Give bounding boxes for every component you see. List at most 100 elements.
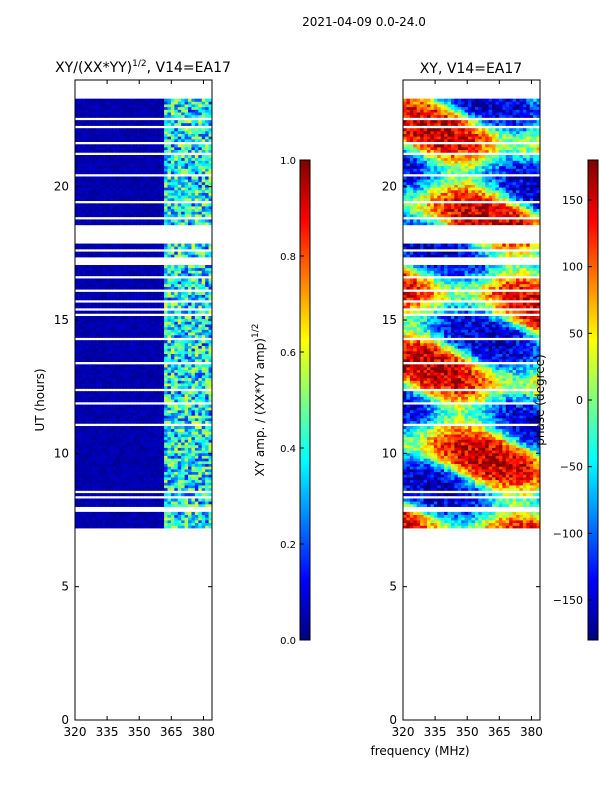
heatmap-cell xyxy=(201,415,206,419)
heatmap-cell xyxy=(92,211,97,215)
heatmap-cell xyxy=(194,208,199,212)
heatmap-cell xyxy=(184,474,189,478)
heatmap-cell xyxy=(143,353,148,357)
heatmap-cell xyxy=(109,380,114,384)
heatmap-cell xyxy=(188,291,192,295)
heatmap-cell xyxy=(136,265,141,269)
heatmap-cell xyxy=(198,487,203,491)
heatmap-cell xyxy=(184,106,189,110)
heatmap-cell xyxy=(126,130,131,134)
heatmap-cell xyxy=(85,385,90,389)
heatmap-cell xyxy=(146,485,151,489)
heatmap-cell xyxy=(122,482,127,486)
heatmap-cell xyxy=(174,114,179,118)
heatmap-cell xyxy=(126,498,131,502)
heatmap-cell xyxy=(85,278,90,282)
heatmap-cell xyxy=(88,329,93,333)
heatmap-cell xyxy=(109,479,114,483)
heatmap-cell xyxy=(126,144,131,148)
heatmap-cell xyxy=(119,332,124,336)
heatmap-cell xyxy=(177,334,182,338)
heatmap-cell xyxy=(136,211,141,215)
heatmap-cell xyxy=(136,477,141,481)
heatmap-cell xyxy=(205,294,210,298)
heatmap-cell xyxy=(81,146,86,151)
heatmap-cell xyxy=(174,179,179,183)
heatmap-cell xyxy=(198,471,203,475)
heatmap-cell xyxy=(129,393,134,397)
heatmap-cell xyxy=(167,318,172,322)
heatmap-cell xyxy=(198,155,203,159)
heatmap-cell xyxy=(105,455,110,459)
heatmap-cell xyxy=(112,439,117,443)
heatmap-cell xyxy=(181,519,186,524)
heatmap-cell xyxy=(174,439,179,443)
heatmap-cell xyxy=(98,321,103,325)
heatmap-cell xyxy=(122,184,127,188)
heatmap-cell xyxy=(150,265,155,269)
heatmap-cell xyxy=(129,375,134,379)
heatmap-cell xyxy=(88,219,93,223)
heatmap-cell xyxy=(129,184,134,188)
heatmap-cell xyxy=(85,356,90,360)
heatmap-cell xyxy=(184,348,189,352)
heatmap-cell xyxy=(153,428,158,432)
heatmap-cell xyxy=(136,222,141,226)
heatmap-cell xyxy=(129,114,134,118)
heatmap-cell xyxy=(191,136,196,140)
heatmap-cell xyxy=(201,187,206,191)
heatmap-cell xyxy=(75,267,79,271)
heatmap-cell xyxy=(75,375,79,379)
heatmap-cell xyxy=(129,302,134,306)
heatmap-cell xyxy=(92,369,97,373)
heatmap-cell xyxy=(170,211,175,215)
heatmap-cell xyxy=(201,511,206,515)
heatmap-cell xyxy=(157,367,162,371)
heatmap-cell xyxy=(177,511,182,515)
heatmap-cell xyxy=(153,364,158,368)
heatmap-cell xyxy=(164,281,168,285)
heatmap-cell xyxy=(136,356,141,360)
heatmap-cell xyxy=(143,417,148,422)
heatmap-cell xyxy=(92,114,97,118)
heatmap-cell xyxy=(140,501,144,505)
heatmap-cell xyxy=(194,291,199,295)
heatmap-cell xyxy=(122,286,127,290)
heatmap-cell xyxy=(78,383,83,387)
heatmap-cell xyxy=(201,348,206,352)
heatmap-cell xyxy=(112,168,117,172)
heatmap-cell xyxy=(133,157,138,161)
heatmap-cell xyxy=(102,367,107,371)
heatmap-cell xyxy=(160,417,165,422)
heatmap-cell xyxy=(194,471,199,475)
heatmap-cell xyxy=(109,326,114,330)
heatmap-cell xyxy=(208,493,212,497)
heatmap-cell xyxy=(205,345,210,349)
heatmap-cell xyxy=(109,187,114,191)
heatmap-cell xyxy=(112,283,117,287)
heatmap-cell xyxy=(75,477,79,481)
heatmap-cell xyxy=(174,407,179,411)
heatmap-cell xyxy=(140,222,144,226)
heatmap-cell xyxy=(133,426,138,430)
heatmap-cell xyxy=(98,316,103,320)
heatmap-cell xyxy=(188,420,192,424)
heatmap-cell xyxy=(109,222,114,226)
heatmap-cell xyxy=(95,367,100,371)
heatmap-cell xyxy=(181,203,186,207)
heatmap-cell xyxy=(140,219,144,223)
heatmap-cell xyxy=(85,297,90,301)
heatmap-cell xyxy=(78,130,83,134)
heatmap-cell xyxy=(146,487,151,491)
heatmap-cell xyxy=(105,514,110,518)
heatmap-cell xyxy=(119,466,124,470)
heatmap-cell xyxy=(88,254,93,258)
heatmap-cell xyxy=(164,130,168,134)
heatmap-cell xyxy=(116,482,121,486)
heatmap-cell xyxy=(133,214,138,218)
heatmap-cell xyxy=(75,157,79,161)
heatmap-cell xyxy=(146,155,151,159)
heatmap-cell xyxy=(157,168,162,172)
heatmap-cell xyxy=(112,511,117,515)
heatmap-cell xyxy=(194,310,199,314)
